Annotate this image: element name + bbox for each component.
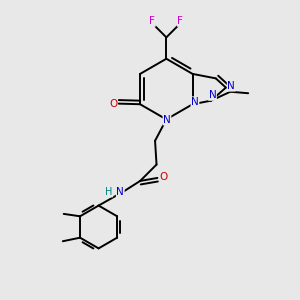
Text: O: O xyxy=(159,172,167,182)
Text: N: N xyxy=(208,90,216,100)
Text: N: N xyxy=(191,97,199,107)
Text: N: N xyxy=(227,81,235,91)
Text: O: O xyxy=(109,99,118,109)
Text: N: N xyxy=(163,115,171,125)
Text: H: H xyxy=(105,187,113,197)
Text: N: N xyxy=(116,187,124,197)
Text: F: F xyxy=(149,16,155,26)
Text: F: F xyxy=(177,16,183,26)
